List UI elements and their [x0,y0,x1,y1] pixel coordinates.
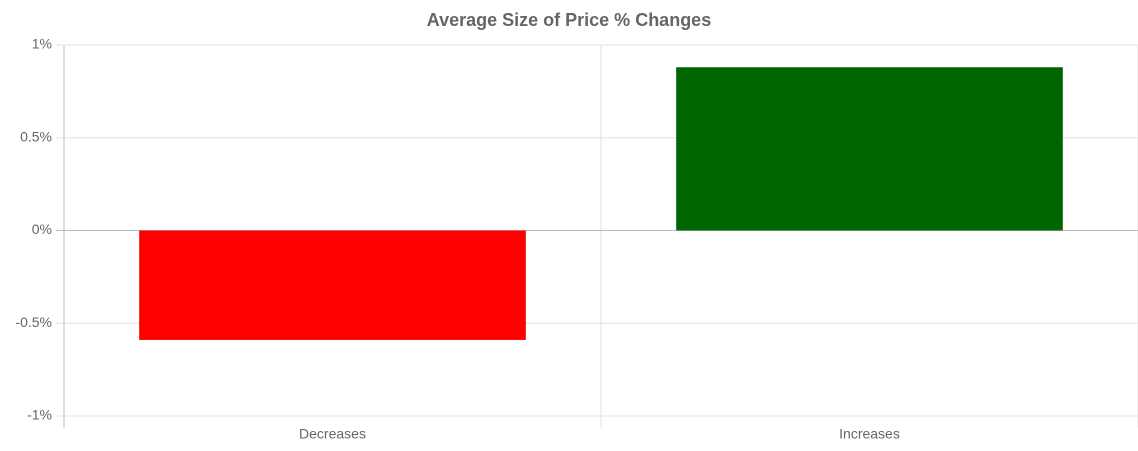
y-tick-label: 0% [32,221,52,237]
y-tick-label: 1% [32,36,52,52]
bar [676,67,1063,231]
y-tick-label: -1% [27,407,52,423]
y-tick-label: 0.5% [20,128,52,144]
x-tick-label: Increases [839,426,900,442]
bar [139,230,526,340]
y-tick-label: -0.5% [15,314,52,330]
x-tick-label: Decreases [299,426,366,442]
chart-title: Average Size of Price % Changes [427,10,711,30]
